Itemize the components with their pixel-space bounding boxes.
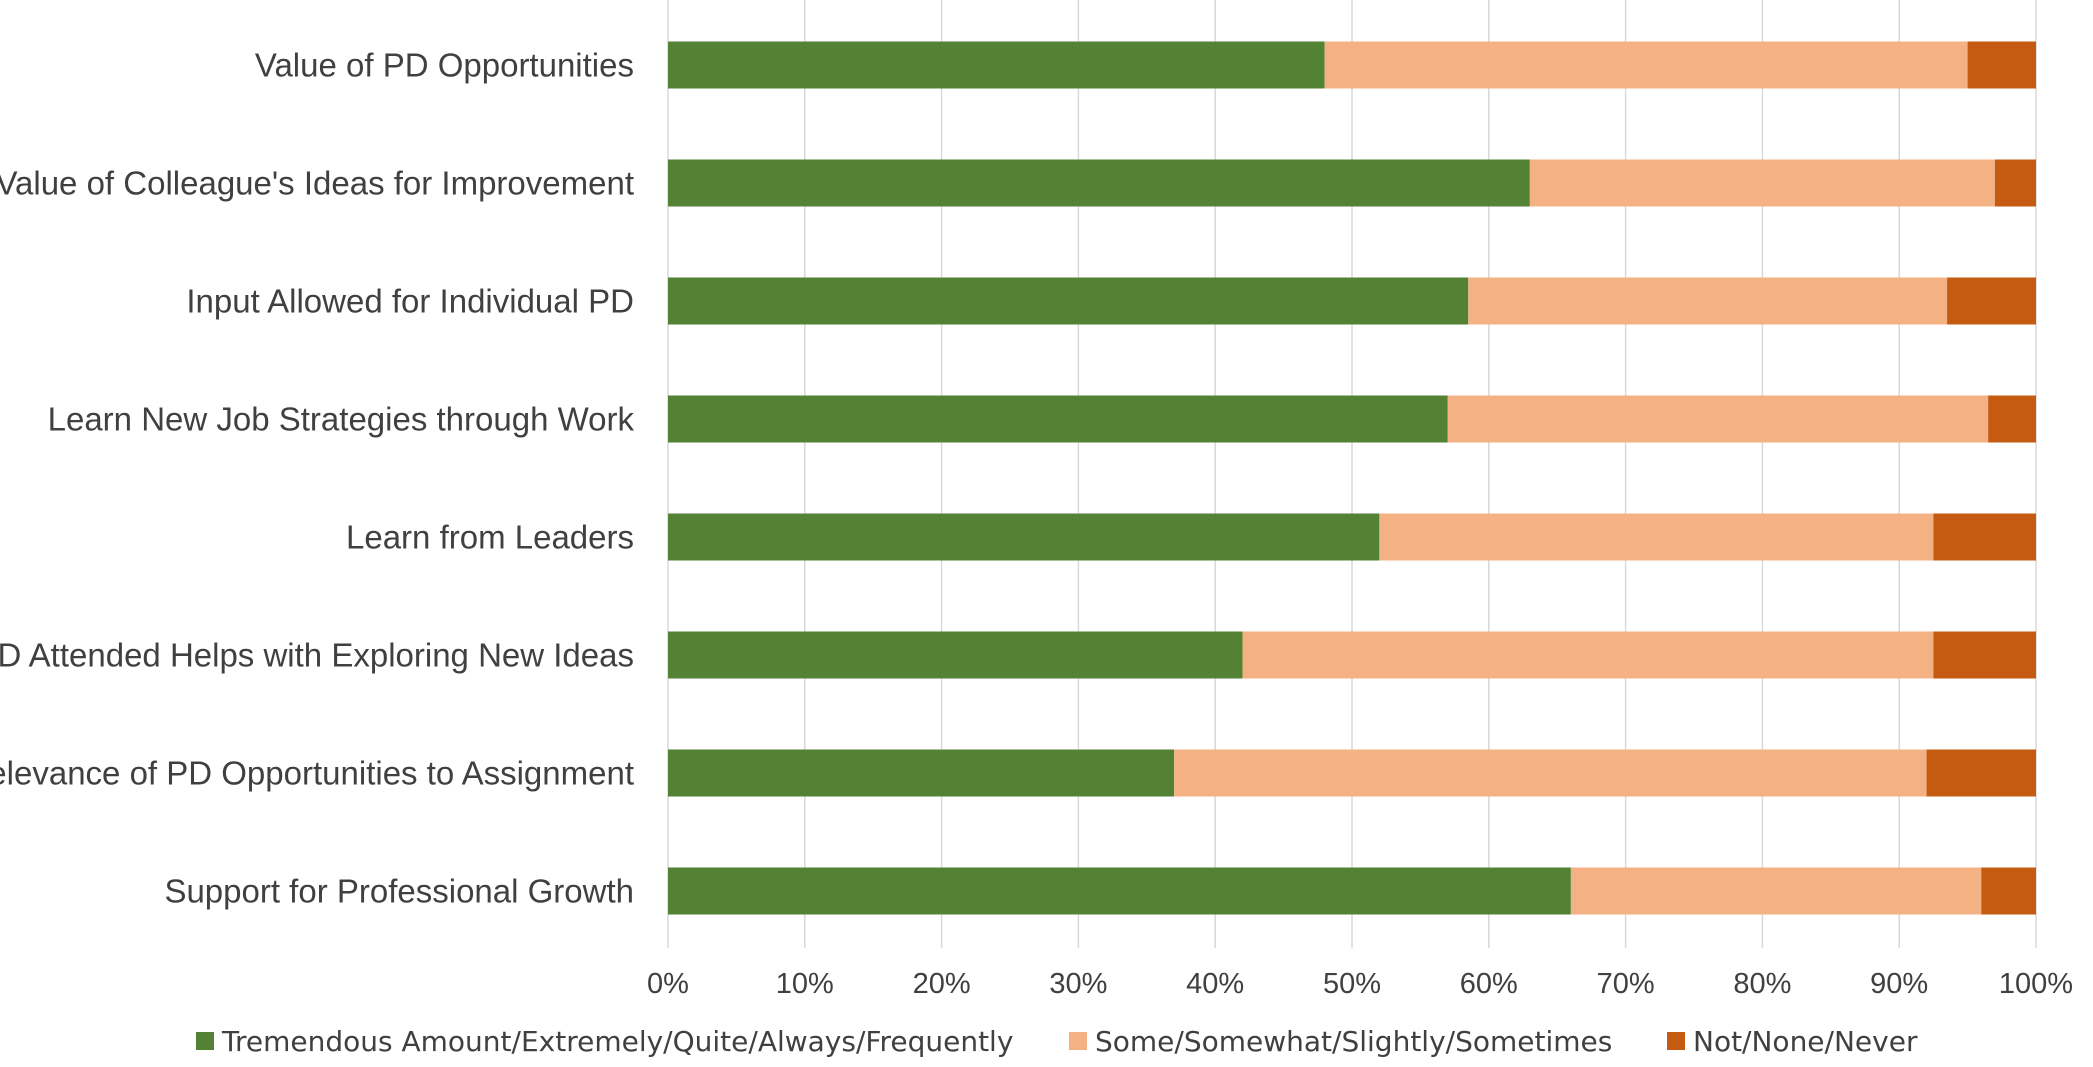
bar-row-learn-new-job-strategies-through-work — [668, 395, 2036, 443]
bar-row-value-of-colleague-s-ideas-for-improvement — [668, 159, 2036, 207]
legend-swatch — [1069, 1032, 1087, 1050]
legend-swatch — [196, 1032, 214, 1050]
legend: Tremendous Amount/Extremely/Quite/Always… — [196, 1025, 1918, 1058]
bar-segment-not — [1933, 513, 2036, 561]
category-label: Input Allowed for Individual PD — [186, 283, 634, 320]
bar-segment-tremendous-amount — [668, 41, 1325, 89]
category-label: Learn from Leaders — [346, 519, 634, 556]
category-label: Support for Professional Growth — [164, 873, 634, 910]
bar-segment-tremendous-amount — [668, 277, 1469, 325]
bar-segment-tremendous-amount — [668, 631, 1243, 679]
bar-row-relevance-of-pd-opportunities-to-assignment — [668, 749, 2036, 797]
category-label: Value of Colleague's Ideas for Improveme… — [0, 165, 634, 202]
bar-segment-not — [1947, 277, 2036, 325]
x-tick-label: 10% — [776, 968, 834, 1000]
bar-segment-not — [1988, 395, 2036, 443]
bar-row-support-for-professional-growth — [668, 867, 2036, 915]
bar-segment-some — [1570, 867, 1982, 915]
x-tick-label: 40% — [1186, 968, 1244, 1000]
bar-row-learn-from-leaders — [668, 513, 2036, 561]
x-tick-label: 80% — [1733, 968, 1791, 1000]
x-tick-label: 100% — [1999, 968, 2073, 1000]
category-label: PD Attended Helps with Exploring New Ide… — [0, 637, 634, 674]
legend-swatch — [1667, 1032, 1685, 1050]
x-tick-label: 70% — [1597, 968, 1655, 1000]
bar-segment-some — [1447, 395, 1989, 443]
category-label: Relevance of PD Opportunities to Assignm… — [0, 755, 634, 792]
x-tick-label: 90% — [1870, 968, 1928, 1000]
bar-segment-tremendous-amount — [668, 513, 1380, 561]
legend-label: Some/Somewhat/Slightly/Sometimes — [1095, 1025, 1612, 1058]
bar-segment-tremendous-amount — [668, 159, 1530, 207]
x-tick-label: 30% — [1049, 968, 1107, 1000]
x-tick-labels: 0% 10% 20% 30% 40% 50% 60% 70% 80% 90% 100% — [647, 968, 2073, 1000]
bar-segment-some — [1468, 277, 1948, 325]
bar-row-pd-attended-helps-with-exploring-new-ideas — [668, 631, 2036, 679]
x-tick-label: 50% — [1323, 968, 1381, 1000]
bar-segment-tremendous-amount — [668, 867, 1571, 915]
x-tick-label: 20% — [913, 968, 971, 1000]
bar-segment-some — [1242, 631, 1934, 679]
bar-segment-not — [1933, 631, 2036, 679]
bars — [668, 41, 2036, 915]
x-tick-label: 60% — [1460, 968, 1518, 1000]
category-label: Value of PD Opportunities — [255, 47, 634, 84]
bar-row-input-allowed-for-individual-pd — [668, 277, 2036, 325]
category-label: Learn New Job Strategies through Work — [48, 401, 635, 438]
legend-item: Tremendous Amount/Extremely/Quite/Always… — [196, 1025, 1013, 1058]
bar-segment-tremendous-amount — [668, 749, 1175, 797]
bar-segment-tremendous-amount — [668, 395, 1448, 443]
bar-row-value-of-pd-opportunities — [668, 41, 2036, 89]
bar-segment-some — [1324, 41, 1968, 89]
bar-segment-some — [1529, 159, 1995, 207]
bar-segment-not — [1981, 867, 2036, 915]
bar-segment-some — [1379, 513, 1934, 561]
category-labels: Value of PD Opportunities Value of Collea… — [0, 47, 634, 910]
gridlines — [667, 0, 2037, 948]
legend-label: Tremendous Amount/Extremely/Quite/Always… — [221, 1025, 1013, 1058]
bar-segment-some — [1174, 749, 1927, 797]
bar-segment-not — [1926, 749, 2036, 797]
legend-item: Not/None/Never — [1667, 1025, 1918, 1058]
bar-segment-not — [1994, 159, 2036, 207]
x-tick-label: 0% — [647, 968, 689, 1000]
legend-label: Not/None/Never — [1693, 1025, 1918, 1058]
legend-item: Some/Somewhat/Slightly/Sometimes — [1069, 1025, 1612, 1058]
bar-segment-not — [1967, 41, 2036, 89]
